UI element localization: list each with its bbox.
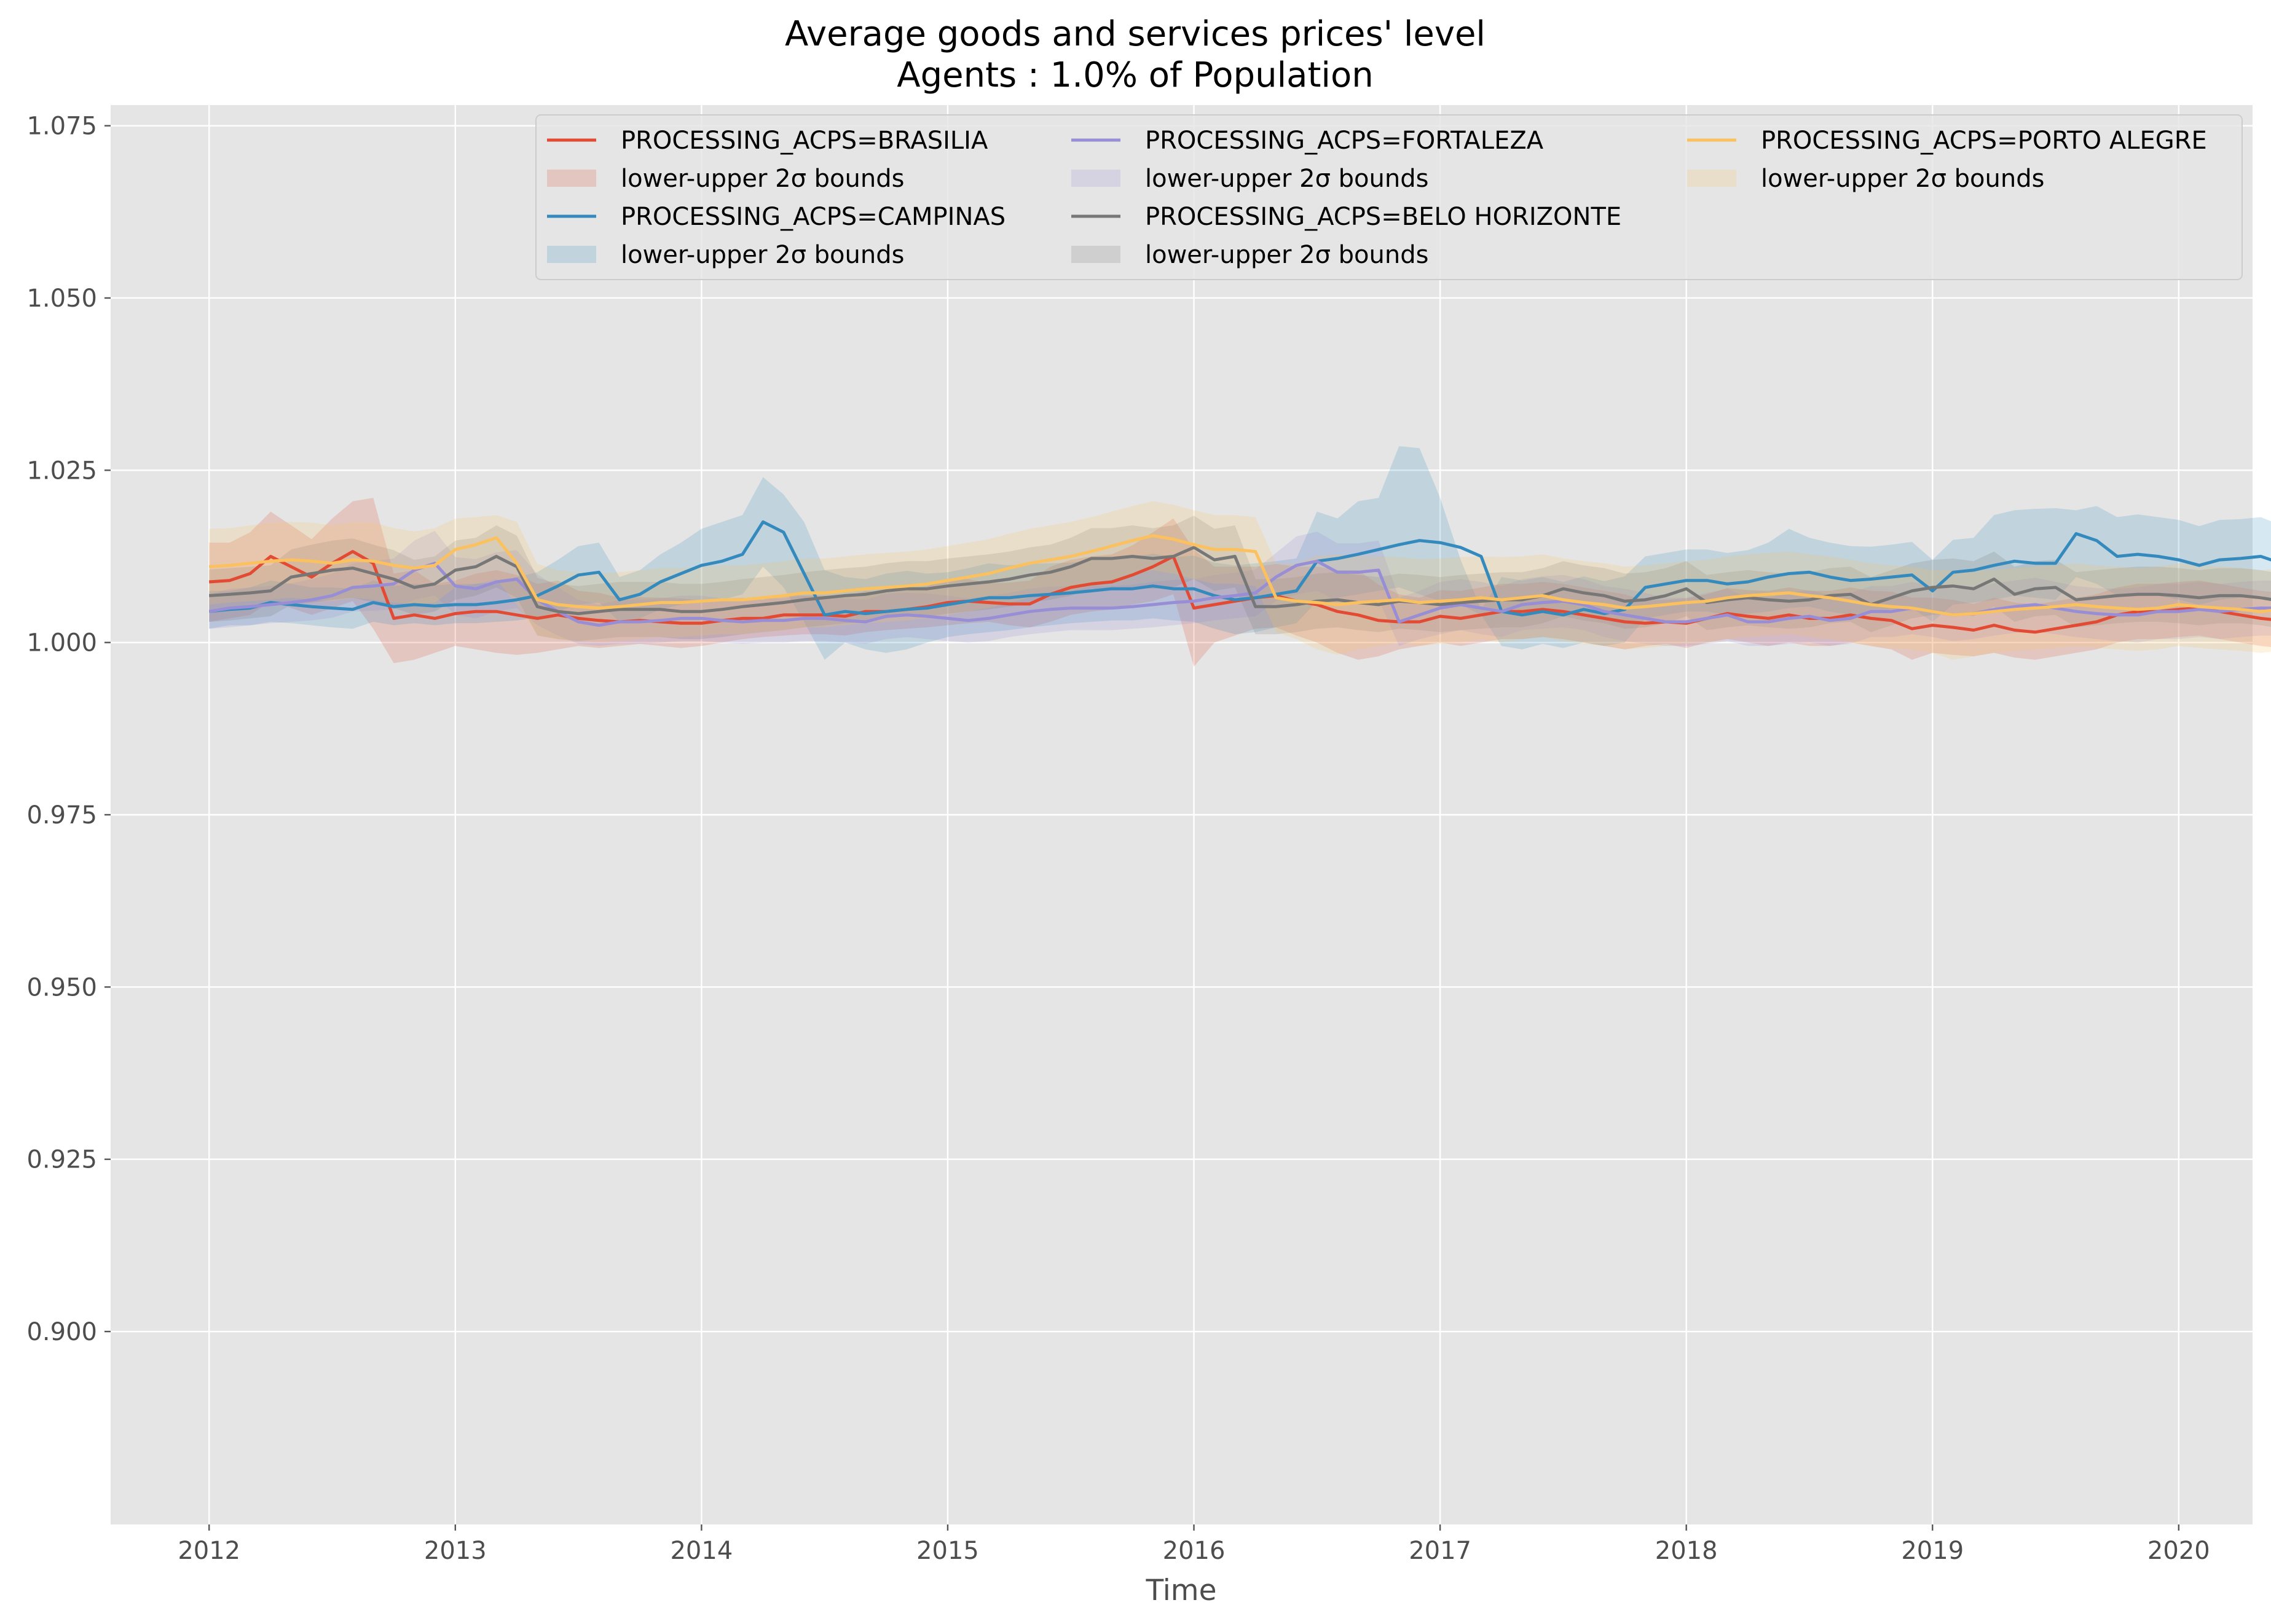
line-series-1: [209, 550, 2271, 634]
x-tick-label: 2020: [2147, 1537, 2210, 1565]
line-series-2: [208, 520, 2271, 617]
y-tick-label: 1.000: [26, 629, 97, 657]
y-tick-label: 0.925: [26, 1146, 97, 1174]
chart-subtitle: Agents : 1.0% of Population: [897, 55, 1373, 95]
x-tick-label: 2012: [178, 1537, 240, 1565]
y-tick-label: 0.950: [26, 973, 97, 1002]
legend-swatch-band: [547, 246, 596, 263]
legend-label-band: lower-upper 2σ bounds: [621, 165, 904, 193]
legend-swatch-band: [1071, 170, 1120, 187]
x-tick-label: 2017: [1409, 1537, 1471, 1565]
legend-frame: [535, 114, 2243, 280]
legend: PROCESSING_ACPS=BRASILIA lower-upper 2σ b…: [535, 114, 2243, 280]
legend-swatch-band: [1071, 246, 1120, 263]
line-series-5: [209, 534, 2271, 617]
x-axis: 2012 2013 2014 2015 2016 2017 2018 2019 2020: [178, 1524, 2210, 1565]
x-tick-label: 2018: [1655, 1537, 1718, 1565]
line-series-3: [208, 559, 2271, 627]
band-series-2: [209, 446, 2271, 660]
legend-label-band: lower-upper 2σ bounds: [621, 241, 904, 269]
legend-label-series: PROCESSING_ACPS=CAMPINAS: [621, 203, 1006, 231]
x-tick-label: 2019: [1901, 1537, 1964, 1565]
legend-swatch-band: [547, 170, 596, 187]
y-tick-label: 0.975: [26, 801, 97, 830]
legend-label-series: PROCESSING_ACPS=PORTO ALEGRE: [1761, 127, 2207, 155]
legend-label-series: PROCESSING_ACPS=BRASILIA: [621, 127, 988, 155]
legend-label-series: PROCESSING_ACPS=BELO HORIZONTE: [1145, 203, 1621, 231]
band-series-1: [209, 498, 2271, 667]
legend-label-band: lower-upper 2σ bounds: [1145, 165, 1428, 193]
y-tick-label: 1.025: [26, 457, 97, 485]
y-tick-label: 1.075: [26, 112, 97, 141]
series-lines: [208, 520, 2271, 634]
y-axis: 0.900 0.925 0.950 0.975 1.000 1.025 1.050 1.075: [26, 112, 111, 1346]
legend-label-band: lower-upper 2σ bounds: [1761, 165, 2044, 193]
y-tick-label: 0.900: [26, 1318, 97, 1346]
y-tick-label: 1.050: [26, 284, 97, 313]
x-tick-label: 2016: [1163, 1537, 1226, 1565]
line-series-4: [209, 546, 2271, 616]
legend-label-band: lower-upper 2σ bounds: [1145, 241, 1428, 269]
x-tick-label: 2013: [424, 1537, 487, 1565]
x-axis-label: Time: [1145, 1574, 1216, 1607]
grid: [111, 105, 2253, 1524]
legend-swatch-band: [1687, 170, 1736, 187]
legend-label-series: PROCESSING_ACPS=FORTALEZA: [1145, 127, 1544, 155]
x-tick-label: 2014: [670, 1537, 733, 1565]
chart-title: Average goods and services prices' level: [785, 14, 1486, 54]
x-tick-label: 2015: [916, 1537, 979, 1565]
